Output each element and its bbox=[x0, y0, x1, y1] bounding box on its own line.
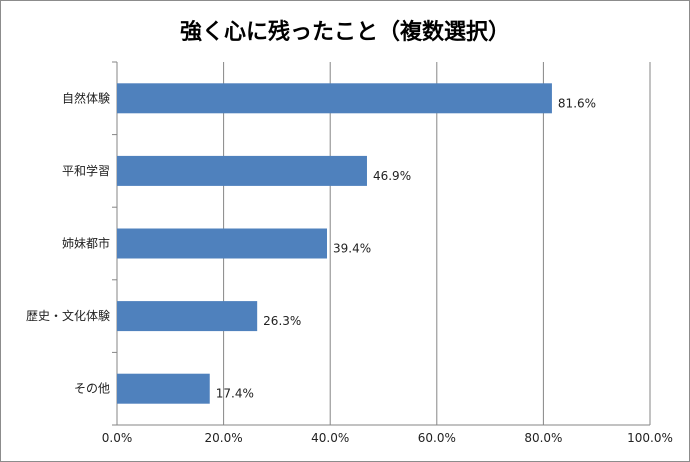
category-label: 歴史・文化体験 bbox=[26, 308, 110, 323]
bar bbox=[117, 155, 367, 186]
data-label: 81.6% bbox=[558, 96, 596, 110]
category-label: 姉妹都市 bbox=[62, 236, 110, 251]
bar bbox=[117, 301, 258, 332]
x-tick-label: 0.0% bbox=[102, 431, 133, 445]
x-tick-label: 80.0% bbox=[524, 431, 562, 445]
category-label: 平和学習 bbox=[62, 163, 110, 178]
category-label: 自然体験 bbox=[62, 90, 110, 105]
bar bbox=[117, 228, 328, 259]
data-label: 39.4% bbox=[333, 242, 371, 256]
data-label: 46.9% bbox=[373, 169, 411, 183]
data-label: 17.4% bbox=[216, 387, 254, 401]
chart-title: 強く心に残ったこと（複数選択） bbox=[179, 20, 510, 45]
x-tick-label: 20.0% bbox=[205, 431, 243, 445]
bar bbox=[117, 83, 552, 114]
category-label: その他 bbox=[74, 382, 110, 396]
data-label: 26.3% bbox=[263, 314, 301, 328]
x-tick-label: 100.0% bbox=[627, 431, 673, 445]
x-tick-label: 40.0% bbox=[311, 431, 349, 445]
x-tick-label: 60.0% bbox=[418, 431, 456, 445]
bar bbox=[117, 373, 210, 404]
